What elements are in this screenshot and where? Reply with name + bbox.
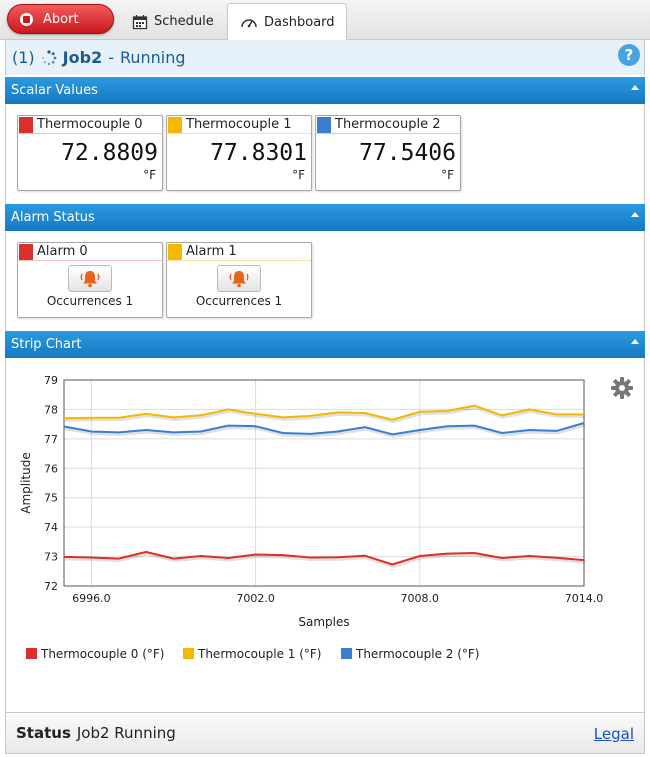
job-name: Job2 [62, 48, 103, 67]
scalar-name: Thermocouple 1 [186, 117, 292, 132]
alarm-name: Alarm 0 [37, 244, 88, 259]
section-strip-title: Strip Chart [11, 337, 82, 352]
series-line-shadow [64, 552, 586, 569]
legend-swatch [26, 648, 37, 659]
y-tick-label: 72 [44, 580, 58, 593]
section-strip-chart[interactable]: Strip Chart [5, 331, 645, 358]
series-line-shadow [64, 423, 586, 438]
color-swatch [168, 116, 182, 133]
bell-icon [80, 270, 100, 287]
x-tick-label: 7014.0 [565, 592, 604, 605]
scalar-values-panel: Thermocouple 0 72.8809 °F Thermocouple 1… [5, 104, 645, 204]
scalar-card: Thermocouple 0 72.8809 °F [17, 115, 163, 191]
scalar-unit: °F [143, 168, 156, 182]
y-axis-label: Amplitude [19, 452, 33, 514]
status-text: Job2 Running [76, 724, 176, 742]
job-state: Running [119, 48, 186, 67]
running-spinner-icon [41, 49, 57, 66]
calendar-icon [132, 14, 148, 29]
y-tick-label: 79 [44, 374, 58, 387]
plot-frame [63, 379, 585, 587]
y-tick-label: 77 [44, 433, 58, 446]
y-tick-label: 78 [44, 403, 58, 416]
series-line [63, 550, 585, 566]
color-swatch [317, 116, 331, 133]
gear-icon[interactable] [610, 376, 634, 400]
alarm-occurrences: Occurrences 1 [195, 294, 283, 308]
alarm-name: Alarm 1 [186, 244, 237, 259]
alarm-card-header: Alarm 1 [167, 243, 311, 261]
scalar-unit: °F [292, 168, 305, 182]
series-line-shadow [64, 406, 585, 424]
help-icon[interactable]: ? [618, 44, 640, 66]
scalar-card-header: Thermocouple 1 [167, 116, 311, 134]
status-bar: Status Job2 Running Legal [5, 712, 645, 754]
collapse-arrow-icon[interactable] [631, 339, 639, 344]
status-label: Status [16, 724, 71, 742]
tab-dashboard[interactable]: Dashboard [227, 3, 347, 41]
alarm-bell-button[interactable] [217, 265, 261, 292]
alarm-status-panel: Alarm 0 Occurrences 1 Alarm 1 Occurren [5, 231, 645, 331]
section-alarm-title: Alarm Status [11, 210, 95, 225]
x-tick-label: 7002.0 [236, 592, 275, 605]
y-tick-label: 73 [44, 551, 58, 564]
tab-schedule-label: Schedule [154, 14, 214, 29]
legend-entry: Thermocouple 2 (°F) [355, 647, 479, 661]
scalar-unit: °F [441, 168, 454, 182]
legend-entry: Thermocouple 1 (°F) [197, 647, 321, 661]
abort-label: Abort [43, 11, 79, 27]
section-alarm-status[interactable]: Alarm Status [5, 204, 645, 231]
job-header: (1) Job2 - Running ? [5, 40, 645, 75]
color-swatch [19, 243, 33, 260]
color-swatch [168, 243, 182, 260]
x-tick-label: 7008.0 [401, 592, 440, 605]
legend-swatch [341, 648, 352, 659]
strip-chart-panel: 72 73 74 75 76 77 78 79 6996.0 7002.0 7008.0 7014.0… [5, 358, 645, 712]
top-tab-bar: Abort Schedule Dashboard [0, 0, 650, 41]
scalar-card: Thermocouple 2 77.5406 °F [315, 115, 461, 191]
section-scalar-title: Scalar Values [11, 83, 98, 98]
tab-schedule[interactable]: Schedule [122, 3, 224, 40]
alarm-bell-button[interactable] [68, 265, 112, 292]
legal-link[interactable]: Legal [593, 725, 634, 743]
scalar-name: Thermocouple 2 [335, 117, 441, 132]
y-tick-label: 74 [44, 521, 58, 534]
stop-icon [20, 12, 33, 26]
scalar-value: 77.8301 [210, 140, 307, 166]
alarm-card: Alarm 1 Occurrences 1 [166, 242, 312, 318]
job-count: (1) [12, 48, 35, 67]
collapse-arrow-icon[interactable] [631, 212, 639, 217]
series-line [63, 404, 584, 421]
scalar-card: Thermocouple 1 77.8301 °F [166, 115, 312, 191]
y-tick-label: 76 [44, 462, 58, 475]
alarm-occurrences: Occurrences 1 [46, 294, 134, 308]
scalar-value: 77.5406 [359, 140, 456, 166]
legend-swatch [183, 648, 194, 659]
alarm-card-header: Alarm 0 [18, 243, 162, 261]
abort-button[interactable]: Abort [7, 4, 114, 34]
scalar-card-header: Thermocouple 2 [316, 116, 460, 134]
y-tick-label: 75 [44, 492, 58, 505]
gauge-icon [241, 19, 257, 28]
alarm-card: Alarm 0 Occurrences 1 [17, 242, 163, 318]
job-separator: - [108, 48, 114, 67]
scalar-card-header: Thermocouple 0 [18, 116, 162, 134]
color-swatch [19, 116, 33, 133]
tab-dashboard-label: Dashboard [264, 14, 335, 30]
bell-icon [229, 270, 249, 287]
x-axis-label: Samples [298, 615, 349, 629]
x-tick-label: 6996.0 [72, 592, 111, 605]
scalar-name: Thermocouple 0 [37, 117, 143, 132]
scalar-value: 72.8809 [61, 140, 158, 166]
section-scalar-values[interactable]: Scalar Values [5, 77, 645, 104]
series-line [63, 422, 585, 436]
strip-chart: 72 73 74 75 76 77 78 79 6996.0 7002.0 7008.0 7014.0… [19, 374, 604, 661]
collapse-arrow-icon[interactable] [631, 85, 639, 90]
legend-entry: Thermocouple 0 (°F) [40, 647, 164, 661]
